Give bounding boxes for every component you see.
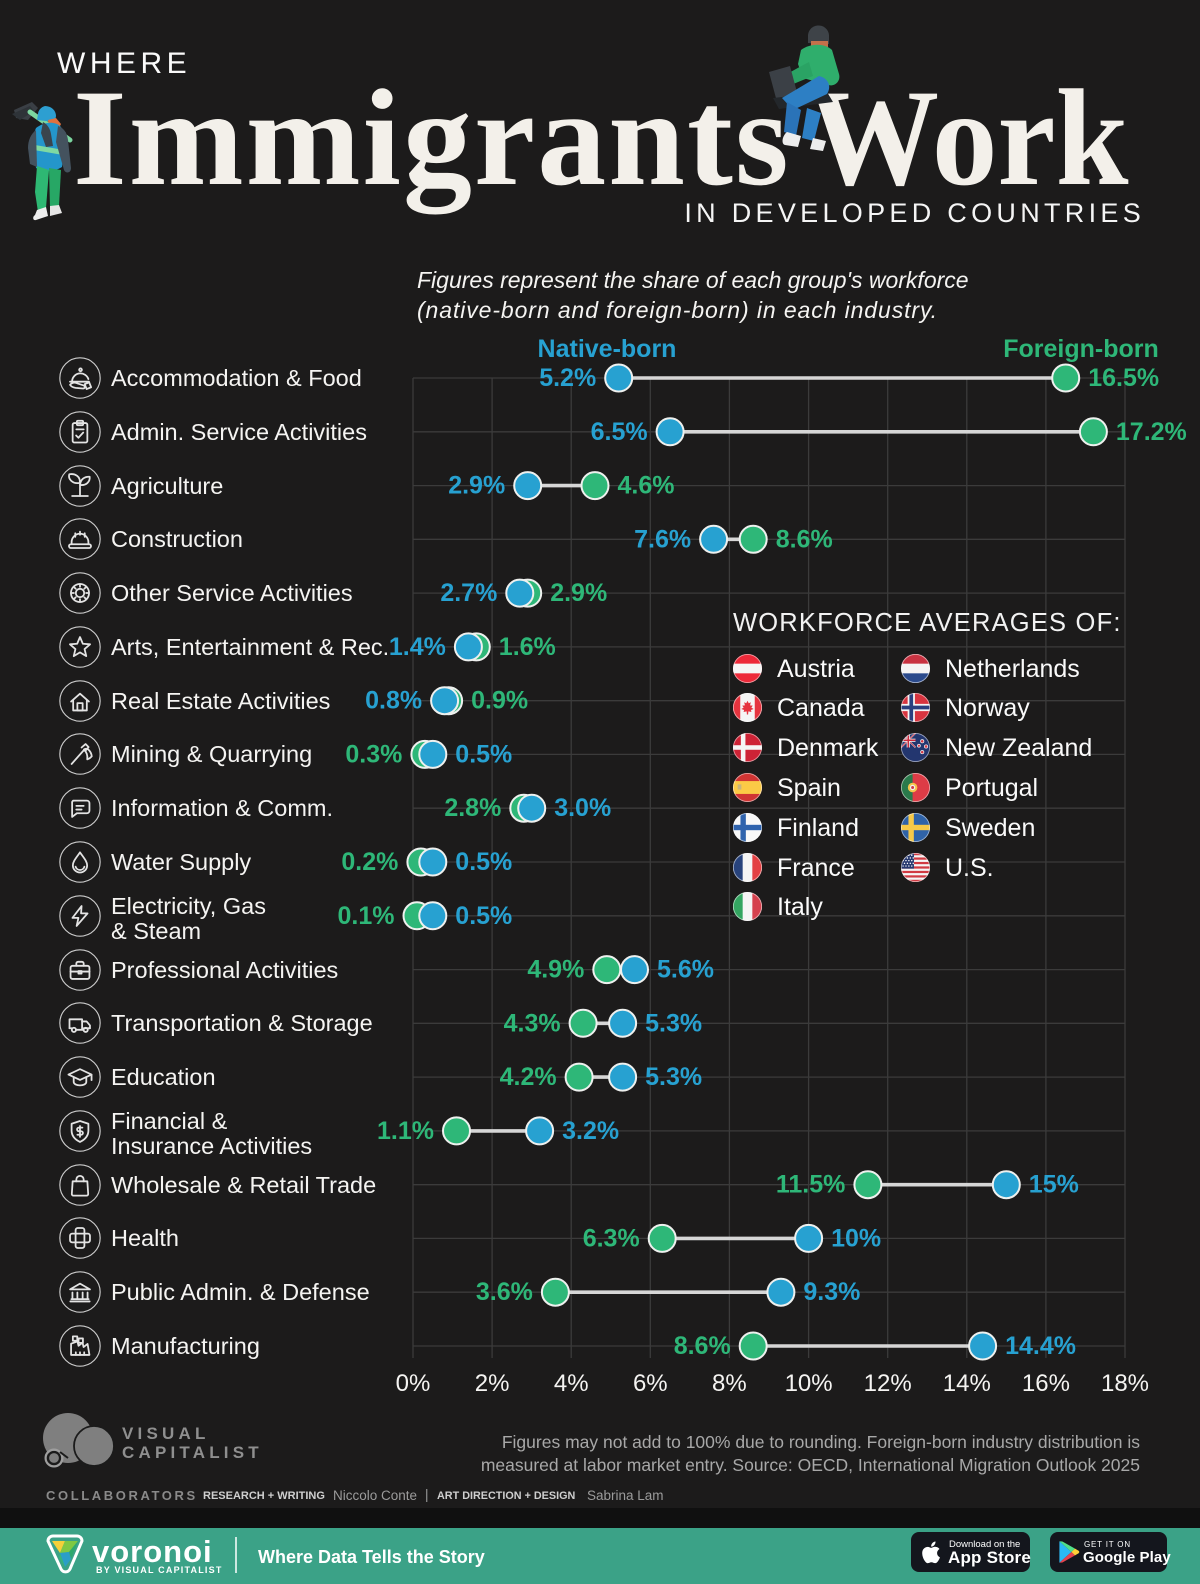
svg-text:11.5%: 11.5% bbox=[776, 1171, 846, 1199]
svg-text:16.5%: 16.5% bbox=[1088, 364, 1159, 392]
svg-text:3.0%: 3.0% bbox=[554, 794, 611, 822]
svg-text:5.6%: 5.6% bbox=[657, 956, 714, 984]
svg-text:0.2%: 0.2% bbox=[341, 848, 398, 876]
svg-text:0.5%: 0.5% bbox=[455, 848, 512, 876]
svg-text:4%: 4% bbox=[554, 1370, 589, 1397]
svg-text:0%: 0% bbox=[396, 1370, 431, 1397]
svg-text:8.6%: 8.6% bbox=[674, 1332, 731, 1360]
svg-text:4.3%: 4.3% bbox=[504, 1009, 561, 1037]
svg-text:3.6%: 3.6% bbox=[476, 1278, 533, 1306]
svg-text:10%: 10% bbox=[831, 1224, 881, 1252]
svg-text:0.9%: 0.9% bbox=[471, 687, 528, 715]
svg-text:2.9%: 2.9% bbox=[448, 472, 505, 500]
svg-text:17.2%: 17.2% bbox=[1116, 418, 1187, 446]
svg-text:14%: 14% bbox=[943, 1370, 991, 1397]
svg-text:18%: 18% bbox=[1101, 1370, 1149, 1397]
svg-text:2.7%: 2.7% bbox=[440, 579, 497, 607]
svg-text:6%: 6% bbox=[633, 1370, 668, 1397]
svg-text:0.5%: 0.5% bbox=[455, 902, 512, 930]
svg-text:2.8%: 2.8% bbox=[444, 794, 501, 822]
svg-text:0.8%: 0.8% bbox=[365, 687, 422, 715]
svg-text:6.3%: 6.3% bbox=[583, 1224, 640, 1252]
svg-text:4.9%: 4.9% bbox=[527, 956, 584, 984]
svg-text:15%: 15% bbox=[1029, 1171, 1079, 1199]
svg-text:5.3%: 5.3% bbox=[645, 1063, 702, 1091]
svg-text:4.2%: 4.2% bbox=[500, 1063, 557, 1091]
svg-text:12%: 12% bbox=[864, 1370, 912, 1397]
svg-text:8%: 8% bbox=[712, 1370, 747, 1397]
svg-text:1.1%: 1.1% bbox=[377, 1117, 434, 1145]
svg-text:7.6%: 7.6% bbox=[634, 525, 691, 553]
svg-text:2.9%: 2.9% bbox=[550, 579, 607, 607]
svg-text:0.3%: 0.3% bbox=[345, 740, 402, 768]
svg-text:2%: 2% bbox=[475, 1370, 510, 1397]
svg-text:16%: 16% bbox=[1022, 1370, 1070, 1397]
svg-text:5.3%: 5.3% bbox=[645, 1009, 702, 1037]
svg-text:Foreign-born: Foreign-born bbox=[1003, 335, 1159, 363]
svg-text:1.6%: 1.6% bbox=[499, 633, 556, 661]
svg-text:3.2%: 3.2% bbox=[562, 1117, 619, 1145]
svg-text:8.6%: 8.6% bbox=[776, 525, 833, 553]
svg-text:14.4%: 14.4% bbox=[1005, 1332, 1076, 1360]
svg-text:1.4%: 1.4% bbox=[389, 633, 446, 661]
svg-text:9.3%: 9.3% bbox=[803, 1278, 860, 1306]
svg-text:4.6%: 4.6% bbox=[618, 472, 675, 500]
svg-text:0.1%: 0.1% bbox=[338, 902, 395, 930]
svg-text:10%: 10% bbox=[785, 1370, 833, 1397]
svg-text:6.5%: 6.5% bbox=[591, 418, 648, 446]
svg-text:0.5%: 0.5% bbox=[455, 740, 512, 768]
svg-text:Native-born: Native-born bbox=[538, 335, 677, 363]
svg-text:5.2%: 5.2% bbox=[539, 364, 596, 392]
